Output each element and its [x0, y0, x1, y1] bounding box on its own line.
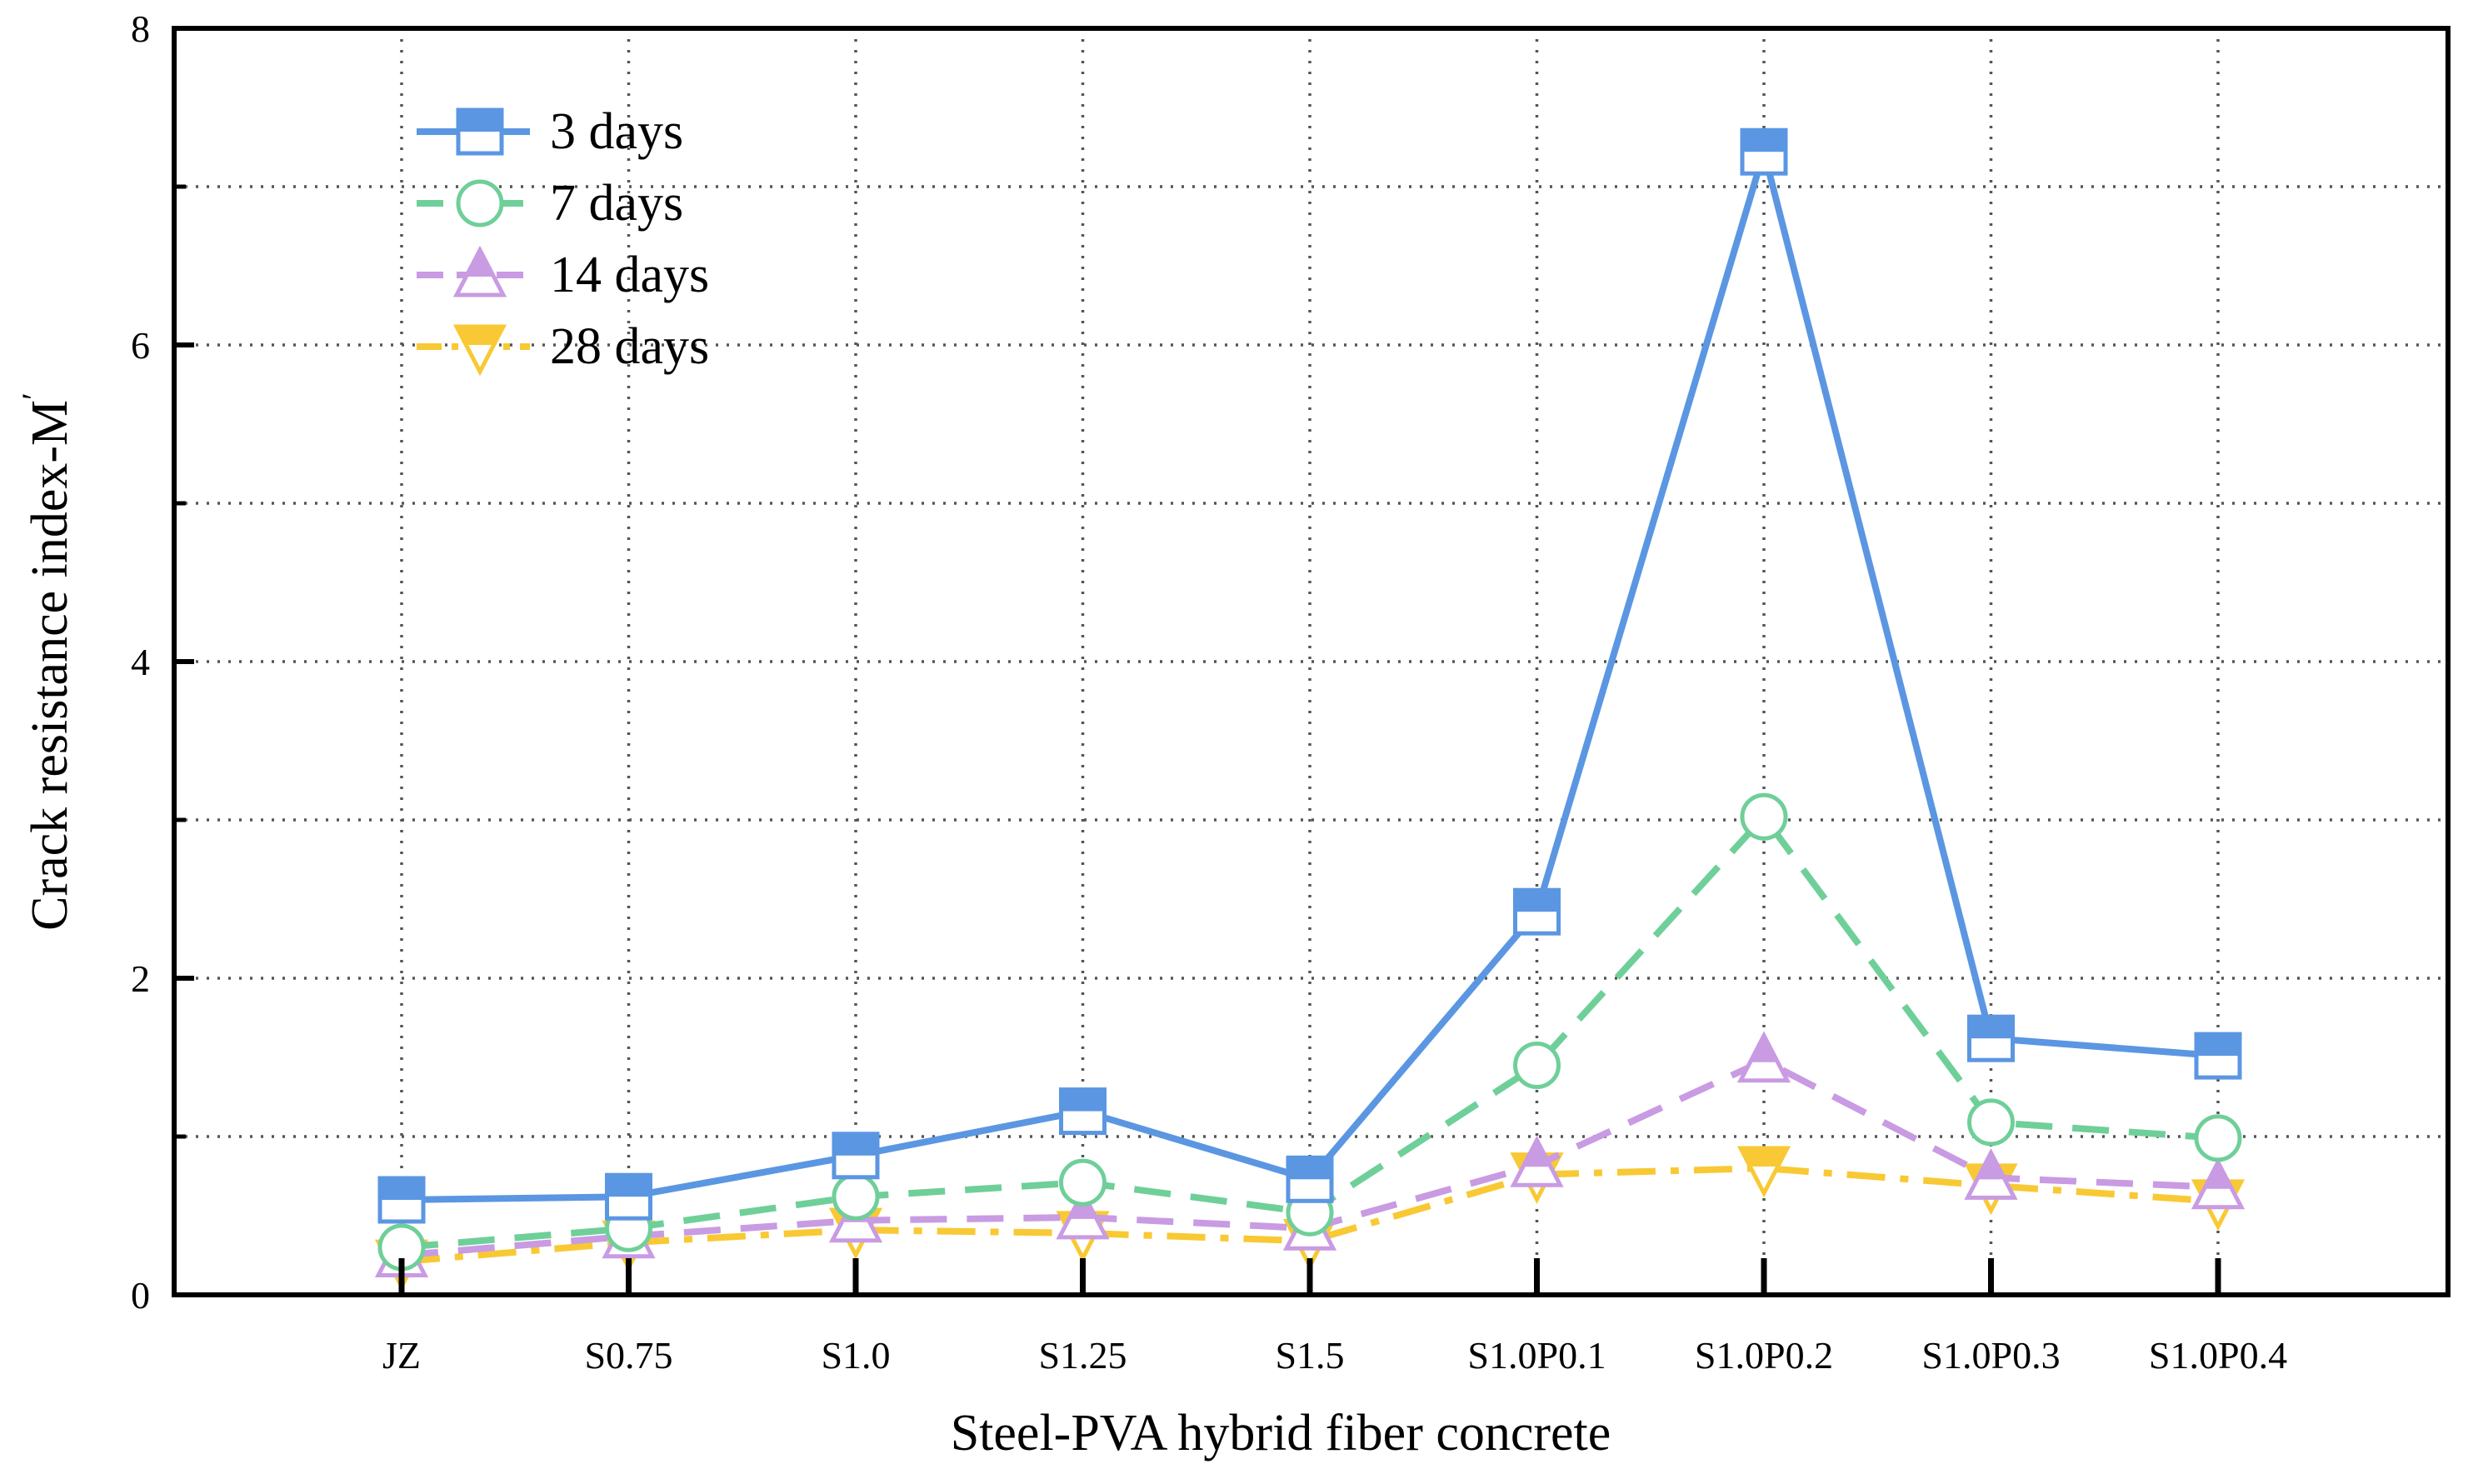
marker-square-fill	[1742, 130, 1786, 152]
axes: 0 2 4 6 8 JZ S0.75 S1.0 S1.25 S1.5 S1.0P0.1 S1.0P0.…	[131, 7, 2287, 1377]
y-axis-title-group: Crack resistance index-M′	[15, 392, 78, 931]
data-point-14-days	[2191, 1157, 2246, 1210]
data-point-3-days	[1059, 1087, 1107, 1136]
legend-marker	[452, 324, 507, 377]
data-point-3-days	[1513, 887, 1561, 936]
data-point-14-days	[1964, 1147, 2018, 1200]
x-tick-label: S1.5	[1275, 1334, 1344, 1377]
marker-triangle-up-fill	[467, 250, 493, 277]
marker-square-fill	[607, 1175, 651, 1197]
data-point-3-days	[377, 1176, 426, 1224]
marker-triangle-up-fill	[1978, 1152, 2004, 1180]
marker-triangle-up-fill	[1524, 1140, 1550, 1167]
series-group	[374, 127, 2246, 1292]
legend-label: 14 days	[550, 247, 709, 303]
series-3-days	[377, 127, 2242, 1224]
marker-triangle-down-fill	[1741, 1148, 1787, 1167]
legend-label: 3 days	[550, 103, 683, 160]
data-point-28-days	[1736, 1146, 1791, 1198]
y-axis-title-prime: ′	[15, 392, 52, 400]
y-tick-label: 6	[131, 324, 150, 367]
x-tick-label: S1.0P0.1	[1467, 1334, 1606, 1377]
marker-triangle-down-fill	[457, 327, 503, 345]
data-point-7-days	[832, 1172, 880, 1221]
marker-triangle-up-fill	[2205, 1162, 2231, 1189]
data-point-3-days	[605, 1172, 652, 1221]
legend-item-3-days: 3 days	[417, 103, 683, 160]
x-axis-title: Steel-PVA hybrid fiber concrete	[951, 1405, 1611, 1462]
marker-square-fill	[380, 1178, 423, 1200]
marker-square-fill	[2196, 1034, 2240, 1057]
data-point-3-days	[832, 1132, 880, 1180]
data-point-3-days	[1286, 1155, 1334, 1203]
y-tick-label: 4	[131, 641, 150, 683]
legend-label: 28 days	[550, 318, 709, 375]
y-axis-title: Crack resistance index-M′	[15, 392, 78, 931]
data-point-14-days	[1510, 1135, 1564, 1187]
x-tick-label: S1.0P0.3	[1921, 1334, 2060, 1377]
data-point-7-days	[2194, 1114, 2242, 1162]
legend-marker	[456, 179, 504, 227]
marker-square-fill	[1515, 890, 1559, 912]
marker-square-fill	[458, 110, 502, 132]
legend-item-7-days: 7 days	[417, 175, 683, 232]
x-tick-label: S1.0	[821, 1334, 890, 1377]
x-tick-label: JZ	[382, 1334, 421, 1377]
legend-marker	[452, 245, 507, 297]
data-point-7-days	[1513, 1042, 1561, 1089]
marker-square-fill	[1288, 1157, 1331, 1180]
y-tick-label: 8	[131, 7, 150, 50]
data-point-7-days	[1740, 792, 1788, 841]
marker-triangle-up-fill	[1751, 1035, 1777, 1062]
data-point-7-days	[1967, 1098, 2015, 1147]
data-point-3-days	[2194, 1032, 2242, 1080]
data-point-14-days	[1736, 1031, 1791, 1083]
y-axis-title-text: Crack resistance index-M	[22, 400, 78, 931]
marker-square-fill	[1969, 1017, 2013, 1039]
x-tick-label: S0.75	[584, 1334, 672, 1377]
legend-label: 7 days	[550, 175, 683, 232]
plot-background	[174, 28, 2448, 1295]
data-point-3-days	[1740, 127, 1788, 176]
legend-marker	[456, 107, 504, 156]
marker-square-fill	[1061, 1089, 1105, 1112]
x-tick-label: S1.25	[1038, 1334, 1127, 1377]
y-tick-label: 2	[131, 957, 150, 1000]
data-point-7-days	[1059, 1158, 1107, 1207]
x-tick-label: S1.0P0.4	[2149, 1334, 2287, 1377]
legend: 3 days 7 days 14 days 28 days	[417, 103, 709, 377]
data-point-3-days	[1967, 1014, 2015, 1062]
legend-item-28-days: 28 days	[417, 318, 709, 377]
legend-item-14-days: 14 days	[417, 245, 709, 303]
y-tick-label: 0	[131, 1274, 150, 1317]
x-tick-label: S1.0P0.2	[1695, 1334, 1833, 1377]
marker-square-fill	[834, 1133, 877, 1156]
